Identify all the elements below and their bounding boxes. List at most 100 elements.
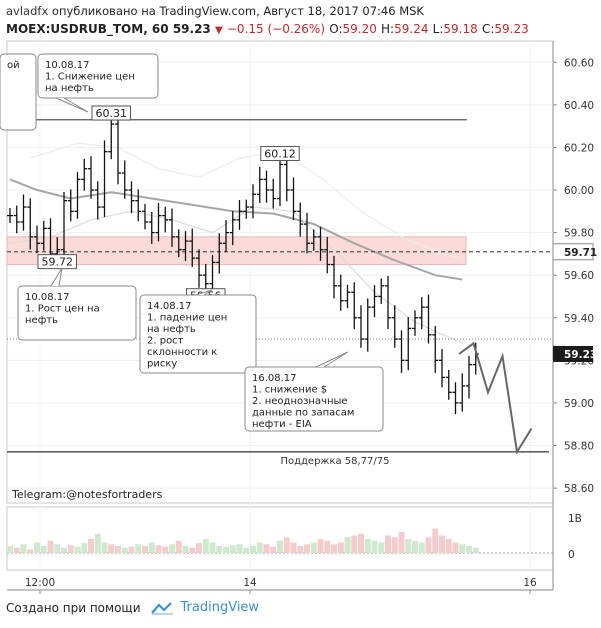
- volume-bar: [243, 547, 250, 553]
- annotation-callout: ой: [0, 53, 37, 131]
- price-bar: [108, 116, 115, 160]
- x-tick-label: 12:00: [25, 577, 55, 589]
- volume-bar: [155, 545, 162, 553]
- volume-bar: [54, 544, 61, 553]
- volume-bar: [108, 544, 115, 553]
- price-bar: [439, 349, 445, 388]
- price-bar: [256, 166, 263, 204]
- price-bar: [263, 170, 270, 203]
- tradingview-link[interactable]: TradingView: [180, 600, 260, 615]
- price-bar: [418, 297, 425, 330]
- price-bar: [236, 200, 243, 230]
- annotation-text: 1. снижение $: [252, 385, 327, 396]
- price-bar: [351, 282, 358, 330]
- annotation-text: нефти - EIA: [252, 419, 312, 430]
- volume-bar: [121, 547, 128, 553]
- price-bar: [135, 189, 142, 222]
- volume-bar: [459, 544, 466, 553]
- annotation-text: 16.08.17: [252, 373, 297, 384]
- annotation-text: риску: [147, 359, 177, 370]
- volume-bar: [324, 540, 331, 553]
- volume-bar: [445, 539, 452, 553]
- price-bar: [445, 369, 452, 400]
- volume-bar: [452, 542, 459, 553]
- volume-bar: [466, 546, 472, 553]
- volume-tick-label: 1B: [568, 513, 582, 525]
- price-bar: [364, 298, 371, 352]
- price-bar: [290, 177, 297, 221]
- price-bar: [344, 284, 351, 309]
- volume-bar: [202, 539, 209, 553]
- annotation-box: [37, 53, 159, 99]
- price-bar: [304, 212, 310, 254]
- footer: Создано при помощи TradingView: [6, 600, 259, 615]
- price-bar: [277, 157, 283, 206]
- y-tick-label: 60.20: [564, 142, 594, 154]
- annotation-box: [0, 53, 37, 131]
- price-bar: [209, 254, 216, 292]
- price-bar: [398, 330, 405, 373]
- price-bar: [310, 229, 317, 251]
- volume-bar: [358, 533, 364, 553]
- volume-bar: [162, 546, 169, 553]
- volume-bar: [297, 546, 304, 553]
- price-bar: [425, 294, 432, 344]
- volume-bar: [61, 547, 67, 553]
- price-bar: [13, 205, 20, 234]
- volume-bar: [101, 542, 108, 553]
- open-label: O:: [329, 22, 343, 36]
- x-tick-label: 14: [243, 577, 257, 589]
- level-price-marker: [552, 243, 594, 261]
- price-bar: [175, 229, 182, 258]
- tradingview-logo-icon: [150, 601, 173, 615]
- telegram-note: Telegram:@notesfortraders: [11, 488, 163, 501]
- volume-bar: [425, 537, 432, 553]
- volume-pane: [6, 506, 554, 571]
- price-bar: [74, 171, 81, 219]
- open-value: 59.20: [342, 22, 377, 36]
- volume-bar: [317, 539, 324, 553]
- price-bar: [250, 184, 256, 219]
- volume-bar: [405, 539, 412, 553]
- volume-bar: [196, 543, 202, 553]
- volume-bar: [391, 537, 398, 553]
- price-point-label: 60.12: [264, 147, 296, 160]
- y-tick-label: 60.00: [564, 185, 594, 197]
- price-bar: [358, 305, 364, 348]
- volume-bar: [378, 542, 385, 553]
- price-bar: [216, 233, 223, 274]
- low-value: 59.18: [443, 22, 478, 36]
- level-price-marker-label: 59.71: [564, 247, 597, 259]
- volume-bar: [142, 546, 148, 553]
- price-bar: [148, 211, 155, 244]
- annotation-text: на нефть: [147, 324, 196, 335]
- price-bar: [169, 208, 175, 247]
- price-bar: [466, 355, 472, 399]
- volume-bar: [385, 535, 391, 553]
- main-pane: [6, 40, 554, 504]
- volume-bar: [236, 544, 243, 553]
- price-bar: [405, 317, 412, 371]
- y-tick-label: 58.80: [564, 441, 594, 453]
- y-tick-label: 58.60: [564, 483, 594, 495]
- last-price: 59.23: [172, 22, 211, 36]
- annotation-text: склонности к: [147, 347, 217, 358]
- price-bar: [331, 255, 337, 299]
- author-name[interactable]: avladfx: [6, 4, 49, 18]
- volume-bar: [7, 546, 13, 553]
- volume-bar: [223, 546, 229, 553]
- annotation-pointer: [50, 267, 63, 287]
- annotation-text: ой: [7, 60, 20, 71]
- price-point-label: 59.72: [42, 256, 74, 269]
- price-bar: [243, 199, 250, 219]
- price-bar: [324, 237, 331, 274]
- price-bar: [182, 231, 189, 261]
- volume-bar: [270, 546, 277, 553]
- volume-bar: [94, 533, 101, 553]
- annotation-text: 10.08.17: [25, 292, 70, 303]
- volume-bar: [13, 547, 20, 553]
- price-bar: [371, 285, 378, 318]
- volume-bar: [74, 546, 81, 553]
